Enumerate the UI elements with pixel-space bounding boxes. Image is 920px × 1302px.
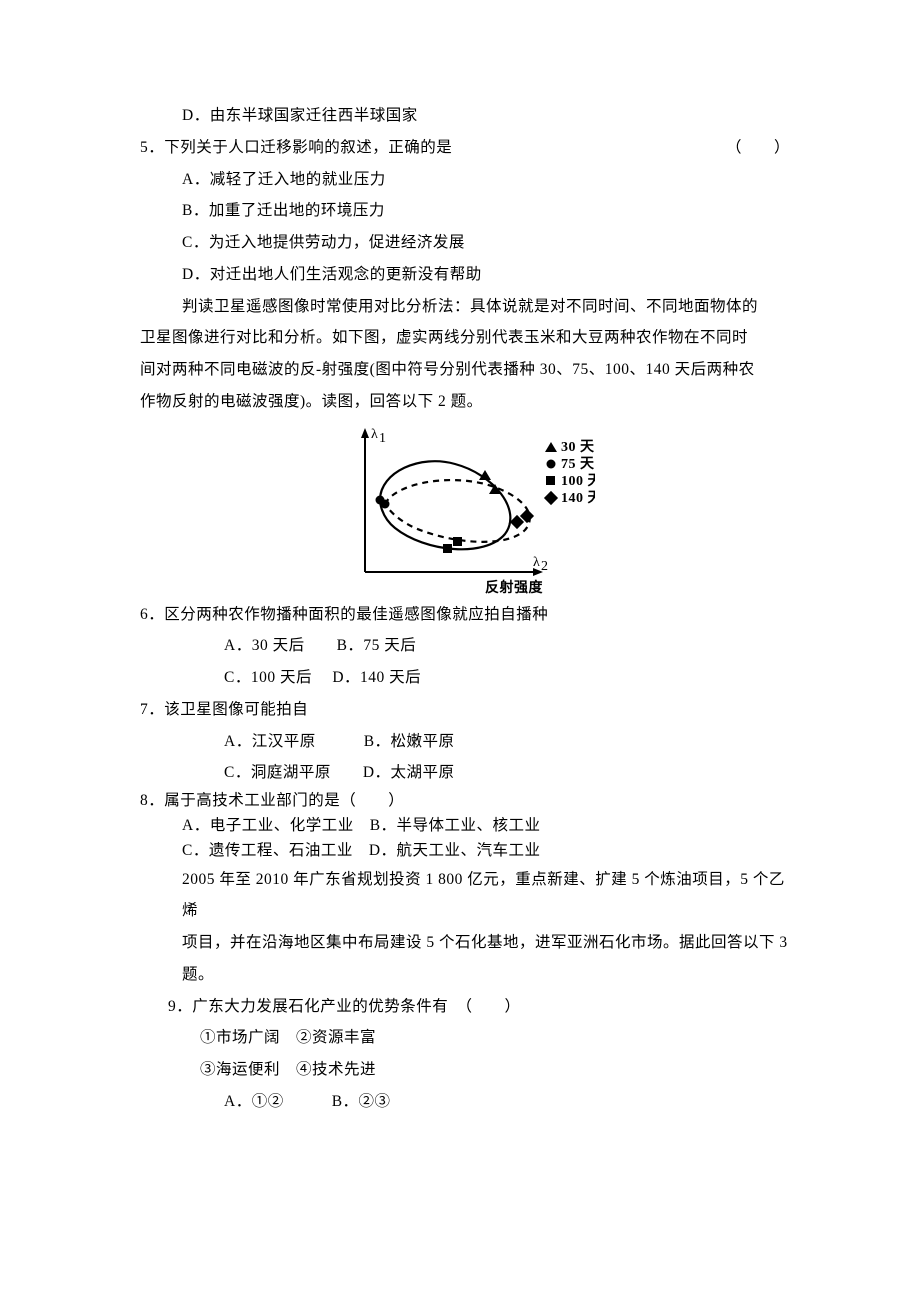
q6-stem: 6．区分两种农作物播种面积的最佳遥感图像就应拍自播种 [140, 599, 790, 631]
passage2-line3: 题。 [140, 959, 790, 991]
svg-text:2: 2 [541, 559, 549, 574]
q9-options-ab: A．①② B．②③ [140, 1086, 790, 1118]
q5-option-d: D．对迁出地人们生活观念的更新没有帮助 [140, 259, 790, 291]
q5-option-b: B．加重了迁出地的环境压力 [140, 195, 790, 227]
q8-options-ab: A．电子工业、化学工业 B．半导体工业、核工业 [140, 814, 790, 839]
q5-option-a: A．减轻了迁入地的就业压力 [140, 164, 790, 196]
legend-100: 100 天 [561, 473, 595, 489]
q7-stem: 7．该卫星图像可能拍自 [140, 694, 790, 726]
svg-text:1: 1 [379, 431, 387, 446]
q7-options-ab: A．江汉平原 B．松嫩平原 [140, 726, 790, 758]
passage2-line1: 2005 年至 2010 年广东省规划投资 1 800 亿元，重点新建、扩建 5… [140, 864, 790, 928]
svg-text:λ: λ [533, 555, 540, 570]
passage1-line2: 卫星图像进行对比和分析。如下图，虚实两线分别代表玉米和大豆两种农作物在不同时 [140, 322, 790, 354]
passage1-line4: 作物反射的电磁波强度)。读图，回答以下 2 题。 [140, 386, 790, 418]
q5-paren: （ ） [726, 132, 790, 164]
q8-stem: 8．属于高技术工业部门的是（ ） [140, 789, 790, 814]
svg-text:λ: λ [371, 427, 378, 442]
x-axis-label: 反射强度 [485, 579, 543, 596]
q9-cond-line2: ③海运便利 ④技术先进 [140, 1054, 790, 1086]
q5-stem-row: 5．下列关于人口迁移影响的叙述，正确的是 （ ） [140, 132, 790, 164]
legend-30: 30 天 [561, 439, 595, 455]
q6-options-cd: C．100 天后 D．140 天后 [140, 662, 790, 694]
q5-option-c: C．为迁入地提供劳动力，促进经济发展 [140, 227, 790, 259]
q8-options-cd: C．遗传工程、石油工业 D．航天工业、汽车工业 [140, 839, 790, 864]
q6-options-ab: A．30 天后 B．75 天后 [140, 630, 790, 662]
passage1-line3: 间对两种不同电磁波的反-射强度(图中符号分别代表播种 30、75、100、140… [140, 354, 790, 386]
passage2-line2: 项目，并在沿海地区集中布局建设 5 个石化基地，进军亚洲石化市场。据此回答以下 … [140, 927, 790, 959]
q9-cond-line1: ①市场广阔 ②资源丰富 [140, 1022, 790, 1054]
page: D．由东半球国家迁往西半球国家 5．下列关于人口迁移影响的叙述，正确的是 （ ）… [0, 0, 920, 1302]
q7-options-cd: C．洞庭湖平原 D．太湖平原 [140, 757, 790, 789]
q5-stem: 5．下列关于人口迁移影响的叙述，正确的是 [140, 132, 452, 164]
q4-option-d: D．由东半球国家迁往西半球国家 [140, 100, 790, 132]
figure-wrap: λ 1 30 天 75 天 100 天 1 [140, 422, 790, 597]
remote-sensing-chart: λ 1 30 天 75 天 100 天 1 [335, 422, 595, 597]
legend-75: 75 天 [561, 456, 595, 472]
legend-140: 140 天 [561, 490, 595, 506]
q9-stem: 9．广东大力发展石化产业的优势条件有 （ ） [140, 991, 790, 1023]
passage1-line1: 判读卫星遥感图像时常使用对比分析法：具体说就是对不同时间、不同地面物体的 [140, 291, 790, 323]
